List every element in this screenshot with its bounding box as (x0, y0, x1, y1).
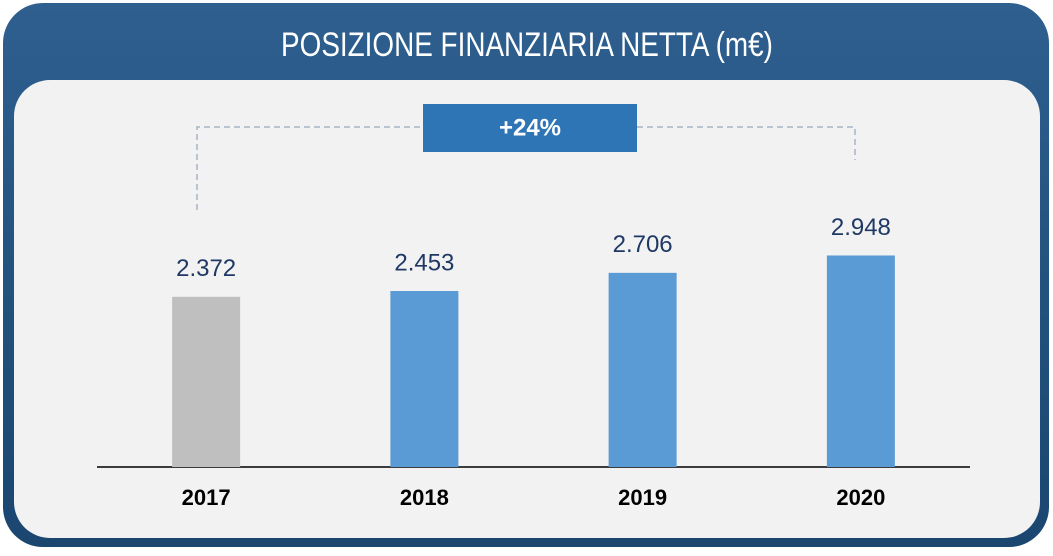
panel (14, 80, 1040, 538)
x-tick-label: 2018 (400, 485, 449, 510)
x-tick-label: 2019 (618, 485, 667, 510)
x-tick-label: 2017 (182, 485, 231, 510)
bar (390, 290, 459, 467)
annotation-box (423, 104, 637, 152)
x-tick-label: 2020 (836, 485, 885, 510)
chart-title: POSIZIONE FINANZIARIA NETTA (m€) (281, 25, 773, 63)
data-label: 2.948 (831, 214, 891, 241)
bracket (637, 126, 856, 160)
data-label: 2.706 (613, 231, 673, 258)
bar (172, 296, 241, 467)
bracket (196, 126, 423, 210)
bar (826, 255, 895, 467)
data-label: 2.372 (176, 255, 236, 282)
annotation: +24% (499, 114, 561, 141)
bar (608, 272, 677, 467)
data-label: 2.453 (394, 249, 454, 276)
